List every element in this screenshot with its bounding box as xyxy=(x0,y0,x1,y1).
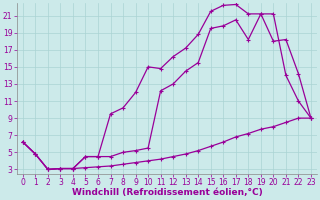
X-axis label: Windchill (Refroidissement éolien,°C): Windchill (Refroidissement éolien,°C) xyxy=(72,188,262,197)
